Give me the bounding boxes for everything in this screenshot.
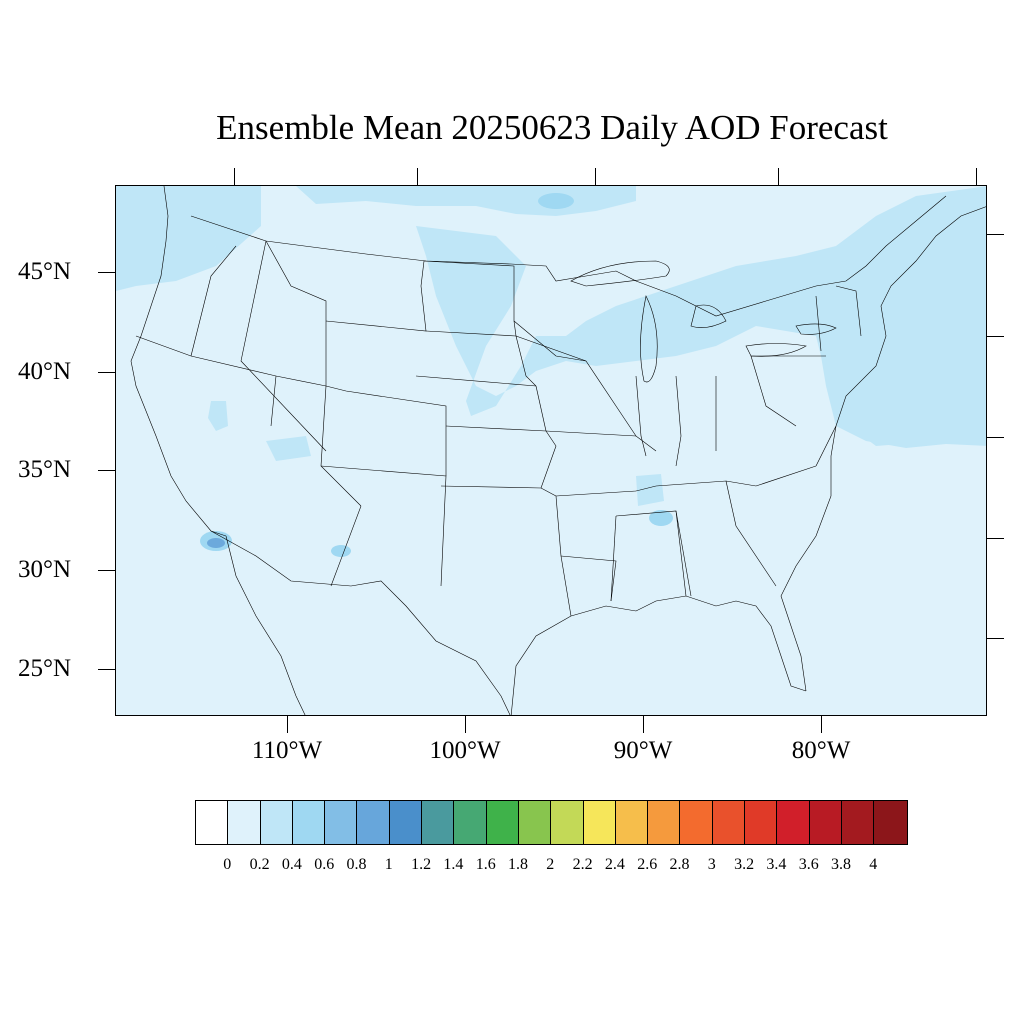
colorbar-swatch <box>518 801 552 844</box>
colorbar-swatch <box>325 801 358 844</box>
lat-label-30: 30°N <box>18 556 72 583</box>
colorbar-label: 2.4 <box>604 856 625 873</box>
colorbar-label: 1 <box>384 856 393 873</box>
colorbar-label: 1.4 <box>443 856 464 873</box>
lon-label-110w: 110°W <box>251 737 323 764</box>
aod-peak <box>207 538 225 548</box>
colorbar-label: 3.6 <box>798 856 819 873</box>
colorbar-label: 1.8 <box>508 856 528 873</box>
colorbar-label: 3.2 <box>734 856 755 873</box>
colorbar-swatch <box>841 801 875 844</box>
colorbar-label: 0.6 <box>314 856 335 873</box>
colorbar-swatch <box>680 801 713 844</box>
lat-label-25: 25°N <box>18 655 72 682</box>
lat-label-35: 35°N <box>18 456 72 483</box>
colorbar-label: 3 <box>707 856 716 873</box>
colorbar-swatch <box>551 801 584 844</box>
colorbar-swatch <box>292 801 326 844</box>
colorbar-label: 0.4 <box>281 856 302 873</box>
colorbar-swatch <box>648 801 681 844</box>
aod-map <box>115 185 987 716</box>
colorbar-label: 2.6 <box>637 856 658 873</box>
colorbar-swatch <box>260 801 293 844</box>
colorbar-swatch <box>615 801 649 844</box>
colorbar-swatch <box>777 801 810 844</box>
colorbar-label: 2.2 <box>572 856 593 873</box>
colorbar-label: 4 <box>869 856 878 873</box>
colorbar-swatch <box>454 801 487 844</box>
colorbar-label: 0 <box>223 856 232 873</box>
colorbar-label: 2 <box>546 856 555 873</box>
colorbar-label: 3.4 <box>766 856 787 873</box>
colorbar-swatch <box>745 801 778 844</box>
lon-label-90w: 90°W <box>613 737 673 764</box>
colorbar-swatch <box>712 801 746 844</box>
colorbar-swatch <box>357 801 390 844</box>
colorbar-swatch <box>583 801 616 844</box>
colorbar-label: 1.2 <box>411 856 432 873</box>
colorbar-label: 1.6 <box>475 856 496 873</box>
colorbar-label: 2.8 <box>669 856 690 873</box>
colorbar-swatch <box>874 801 907 844</box>
lon-label-100w: 100°W <box>429 737 501 764</box>
colorbar-swatch <box>389 801 423 844</box>
colorbar-swatch <box>422 801 455 844</box>
boundaries <box>130 186 986 715</box>
colorbar-swatch <box>486 801 519 844</box>
colorbar-swatch <box>196 801 229 844</box>
lat-label-45: 45°N <box>18 258 72 285</box>
colorbar-label: 0.2 <box>249 856 270 873</box>
colorbar-swatch <box>228 801 261 844</box>
colorbar-label: 3.8 <box>831 856 851 873</box>
colorbar-label: 0.8 <box>346 856 367 873</box>
aod-colorbar <box>195 800 908 845</box>
lat-label-40: 40°N <box>18 358 72 385</box>
colorbar-swatch <box>809 801 842 844</box>
lon-label-80w: 80°W <box>791 737 851 764</box>
chart-title: Ensemble Mean 20250623 Daily AOD Forecas… <box>216 108 888 147</box>
map-canvas <box>116 186 986 715</box>
